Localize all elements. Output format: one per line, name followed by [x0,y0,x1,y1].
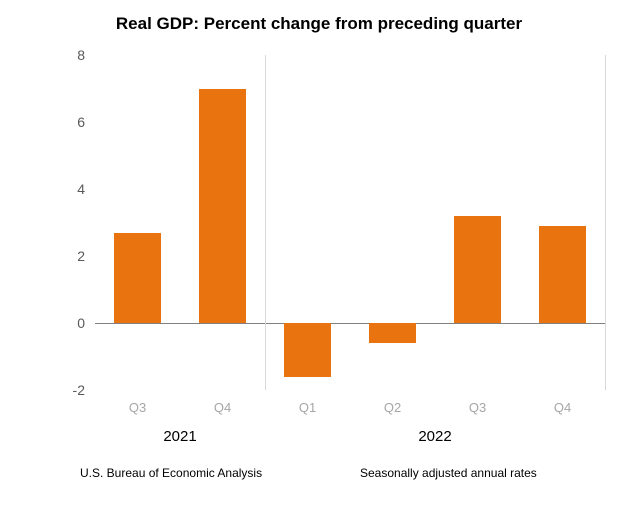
x-axis-line [95,323,605,324]
bar [369,323,416,343]
x-tick-label: Q1 [265,400,350,415]
group-label: 2022 [375,428,495,445]
y-tick-label: 0 [50,315,85,331]
x-tick-label: Q4 [520,400,605,415]
footnote-source: U.S. Bureau of Economic Analysis [80,466,262,480]
x-tick-label: Q4 [180,400,265,415]
footnote-note: Seasonally adjusted annual rates [360,466,537,480]
group-label: 2021 [120,428,240,445]
y-tick-label: 8 [50,47,85,63]
group-separator [265,55,266,390]
y-tick-label: 2 [50,248,85,264]
bar [454,216,501,323]
x-tick-label: Q3 [435,400,520,415]
plot-area: -202468Q3Q4Q1Q2Q3Q420212022 [95,55,605,390]
chart-container: Real GDP: Percent change from preceding … [0,0,638,505]
x-tick-label: Q3 [95,400,180,415]
bar [284,323,331,377]
bar [199,89,246,324]
bar [114,233,161,323]
chart-title: Real GDP: Percent change from preceding … [0,14,638,34]
y-tick-label: -2 [50,382,85,398]
y-tick-label: 4 [50,181,85,197]
bar [539,226,586,323]
group-separator [605,55,606,390]
y-tick-label: 6 [50,114,85,130]
x-tick-label: Q2 [350,400,435,415]
